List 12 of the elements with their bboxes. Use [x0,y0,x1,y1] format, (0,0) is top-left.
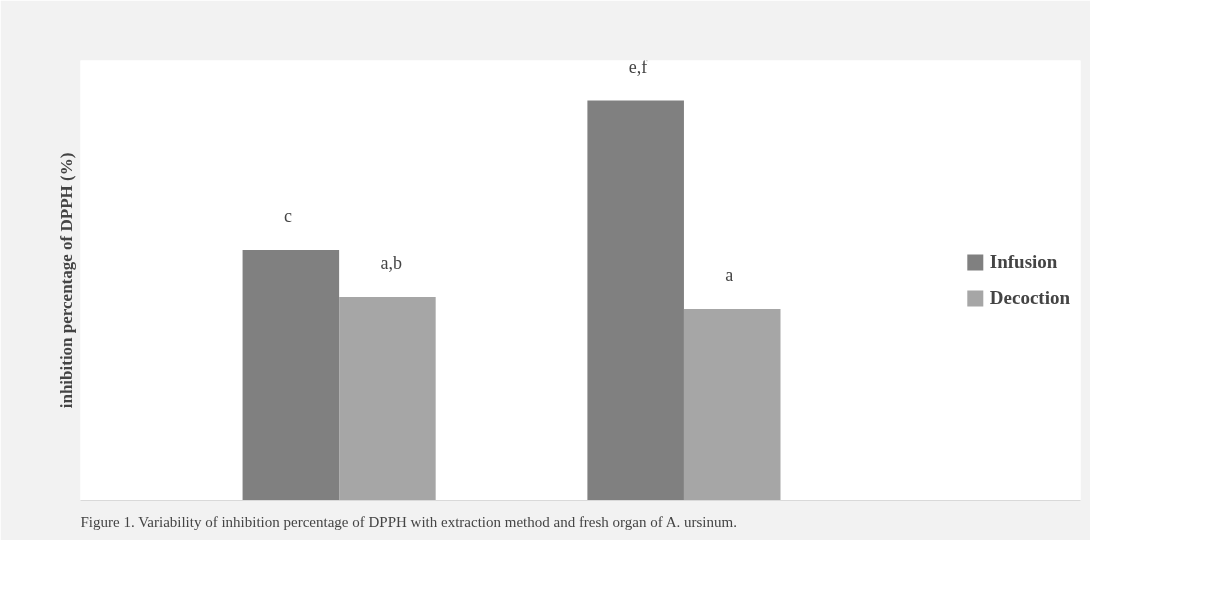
bar [683,308,781,501]
caption: Figure 1. Variability of inhibition percentage of DPPH with extraction method and fresh organ of A. ursinum. [80,513,737,530]
legend-label: Decoction [989,287,1070,309]
annotation: a [725,264,734,285]
legend-label: Infusion [989,251,1058,273]
bar [587,100,684,501]
annotation: c [283,206,292,227]
annotation: a,b [380,252,402,273]
text: e,f [628,56,648,77]
y-axis-title: inhibition percentage of DPPH (%) [56,152,76,409]
bar [339,296,436,501]
bar [242,250,340,501]
